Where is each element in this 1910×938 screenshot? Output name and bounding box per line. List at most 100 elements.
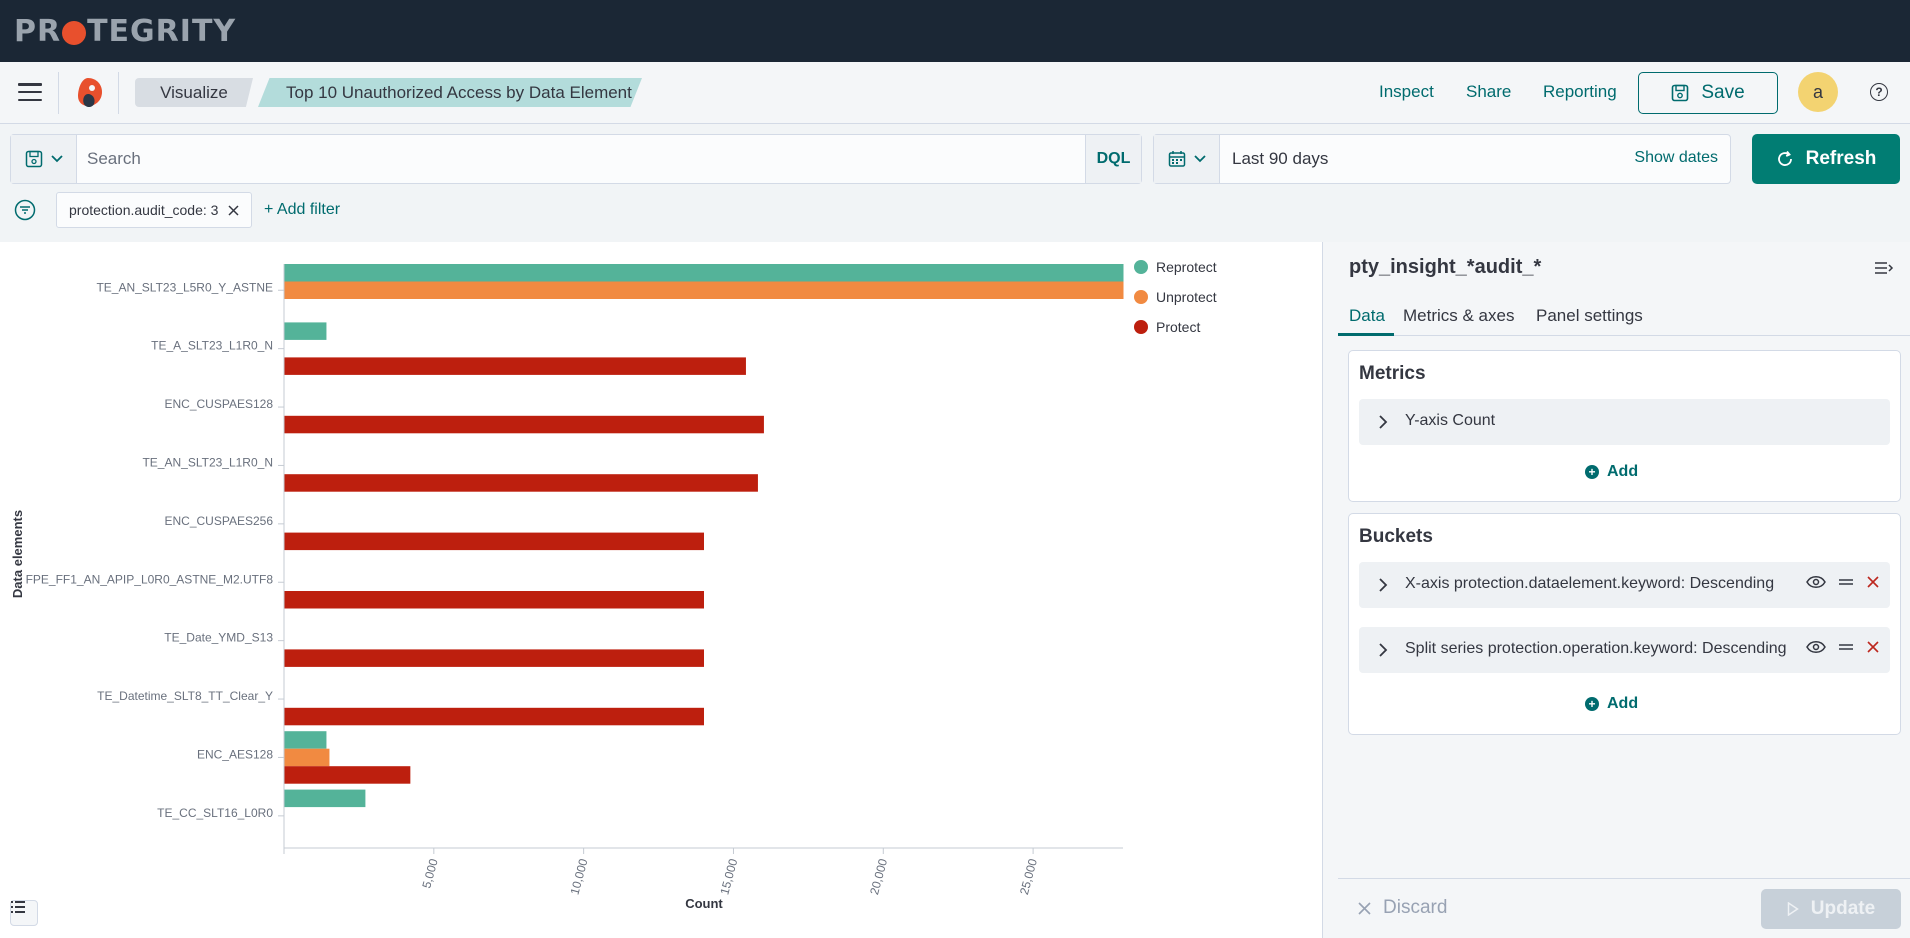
- help-icon[interactable]: ?: [1870, 83, 1888, 101]
- filter-pill-label: protection.audit_code: 3: [69, 202, 219, 218]
- filter-pill[interactable]: protection.audit_code: 3: [56, 192, 253, 228]
- date-range-label[interactable]: Last 90 days: [1232, 149, 1329, 168]
- bucket-item-label: X-axis protection.dataelement.keyword: D…: [1405, 575, 1774, 593]
- quick-date-button[interactable]: [1154, 135, 1220, 183]
- breadcrumb-visualize[interactable]: Visualize: [135, 78, 253, 107]
- bucket-actions: [1806, 575, 1880, 589]
- save-icon: [25, 150, 42, 168]
- chart-panel: TE_AN_SLT23_L5R0_Y_ASTNE TE_A_SLT23_L1R0_…: [0, 242, 1322, 938]
- add-metric-label: Add: [1607, 463, 1639, 480]
- bar: [284, 649, 704, 667]
- save-button[interactable]: Save: [1638, 72, 1778, 114]
- search-input[interactable]: Search: [87, 149, 141, 168]
- brand-bar: PR TEGRITY: [0, 0, 1910, 62]
- breadcrumb-current: Top 10 Unauthorized Access by Data Eleme…: [258, 78, 642, 107]
- plus-icon: +: [1585, 697, 1599, 711]
- metric-item[interactable]: Y-axis Count: [1359, 399, 1890, 445]
- bar: [284, 474, 758, 492]
- y-tick-label: TE_Datetime_SLT8_TT_Clear_Y: [97, 689, 273, 703]
- refresh-button[interactable]: Refresh: [1752, 134, 1900, 184]
- add-filter-button[interactable]: + Add filter: [264, 201, 341, 218]
- bar: [284, 707, 704, 726]
- add-bucket-button[interactable]: + Add: [1585, 695, 1638, 713]
- x-axis-label: Count: [685, 896, 723, 911]
- drag-handle-icon[interactable]: [1838, 577, 1854, 587]
- show-dates-link[interactable]: Show dates: [1634, 149, 1718, 166]
- bar: [284, 532, 704, 551]
- index-pattern-title: pty_insight_*audit_*: [1349, 256, 1542, 278]
- bar: [284, 281, 1124, 299]
- tab-metrics-axes[interactable]: Metrics & axes: [1403, 306, 1515, 325]
- bucket-field: protection.dataelement.keyword: Descendi…: [1453, 575, 1775, 592]
- header-divider: [118, 72, 119, 114]
- save-icon: [1672, 84, 1689, 102]
- discard-button[interactable]: Discard: [1358, 897, 1447, 919]
- query-language-button[interactable]: DQL: [1085, 135, 1141, 183]
- y-tick-label: ENC_AES128: [197, 747, 273, 761]
- bar-chart: TE_AN_SLT23_L5R0_Y_ASTNE TE_A_SLT23_L1R0_…: [10, 259, 1217, 911]
- add-metric-button[interactable]: + Add: [1585, 463, 1638, 481]
- add-bucket-label: Add: [1607, 695, 1639, 712]
- chevron-right-icon[interactable]: [1377, 414, 1389, 430]
- tab-data[interactable]: Data: [1349, 306, 1385, 325]
- y-tick-label: FPE_FF1_AN_APIP_L0R0_ASTNE_M2.UTF8: [26, 572, 274, 586]
- editor-sidebar: pty_insight_*audit_* Data Metrics & axes…: [1322, 242, 1910, 938]
- metrics-title: Metrics: [1359, 363, 1426, 384]
- tab-panel-settings[interactable]: Panel settings: [1536, 306, 1643, 325]
- y-tick-label: ENC_CUSPAES256: [165, 514, 274, 528]
- editor-footer: Discard Update: [1338, 878, 1910, 938]
- brand-logo: PR TEGRITY: [14, 14, 236, 49]
- legend-label: Reprotect: [1156, 259, 1217, 275]
- plus-icon: +: [1585, 465, 1599, 479]
- inspect-link[interactable]: Inspect: [1379, 82, 1434, 101]
- bucket-item-x-axis[interactable]: X-axis protection.dataelement.keyword: D…: [1359, 562, 1890, 608]
- legend-label: Unprotect: [1156, 289, 1217, 305]
- chevron-down-icon: [1193, 155, 1206, 163]
- play-icon: [1787, 902, 1799, 916]
- update-button[interactable]: Update: [1761, 889, 1901, 929]
- legend-swatch: [1134, 290, 1148, 304]
- chevron-right-icon[interactable]: [1377, 577, 1389, 593]
- bar: [284, 731, 327, 749]
- bucket-type: X-axis: [1405, 575, 1450, 592]
- bucket-type: Split series: [1405, 640, 1484, 657]
- chevron-right-icon[interactable]: [1377, 642, 1389, 658]
- editor-tabs: Data Metrics & axes Panel settings: [1338, 298, 1910, 336]
- remove-icon[interactable]: [1866, 640, 1880, 654]
- y-tick-label: TE_AN_SLT23_L5R0_Y_ASTNE: [96, 280, 273, 294]
- bar: [284, 357, 746, 375]
- y-axis-label: Data elements: [10, 510, 25, 598]
- avatar[interactable]: a: [1798, 72, 1838, 112]
- active-tab-indicator: [1338, 333, 1394, 336]
- eye-icon[interactable]: [1806, 575, 1826, 589]
- collapse-sidebar-icon[interactable]: [1874, 260, 1894, 276]
- menu-icon[interactable]: [18, 83, 42, 101]
- brand-o-icon: [62, 20, 87, 45]
- y-tick-label: TE_AN_SLT23_L1R0_N: [142, 455, 273, 469]
- reporting-link[interactable]: Reporting: [1543, 82, 1617, 101]
- x-tick-label: 20,000: [867, 857, 890, 896]
- buckets-title: Buckets: [1359, 526, 1433, 547]
- refresh-label: Refresh: [1805, 148, 1877, 169]
- date-picker: Last 90 days Show dates: [1153, 134, 1731, 184]
- app-logo-icon[interactable]: [74, 76, 106, 110]
- legend-swatch: [1134, 320, 1148, 334]
- bucket-actions: [1806, 640, 1880, 654]
- eye-icon[interactable]: [1806, 640, 1826, 654]
- filter-icon[interactable]: [14, 199, 36, 221]
- search-bar: Search DQL: [10, 134, 1142, 184]
- remove-icon[interactable]: [1866, 575, 1880, 589]
- saved-queries-button[interactable]: [11, 135, 77, 183]
- close-icon[interactable]: [228, 204, 239, 216]
- legend-toggle-button[interactable]: [10, 900, 38, 926]
- calendar-icon: [1168, 151, 1185, 167]
- discard-label: Discard: [1383, 897, 1448, 918]
- bar: [284, 748, 330, 767]
- drag-handle-icon[interactable]: [1838, 642, 1854, 652]
- x-tick-label: 5,000: [419, 857, 440, 890]
- bucket-item-split-series[interactable]: Split series protection.operation.keywor…: [1359, 627, 1890, 673]
- buckets-card: Buckets X-axis protection.dataelement.ke…: [1348, 513, 1901, 735]
- share-link[interactable]: Share: [1466, 82, 1512, 101]
- save-label: Save: [1701, 82, 1745, 103]
- bar: [284, 415, 764, 434]
